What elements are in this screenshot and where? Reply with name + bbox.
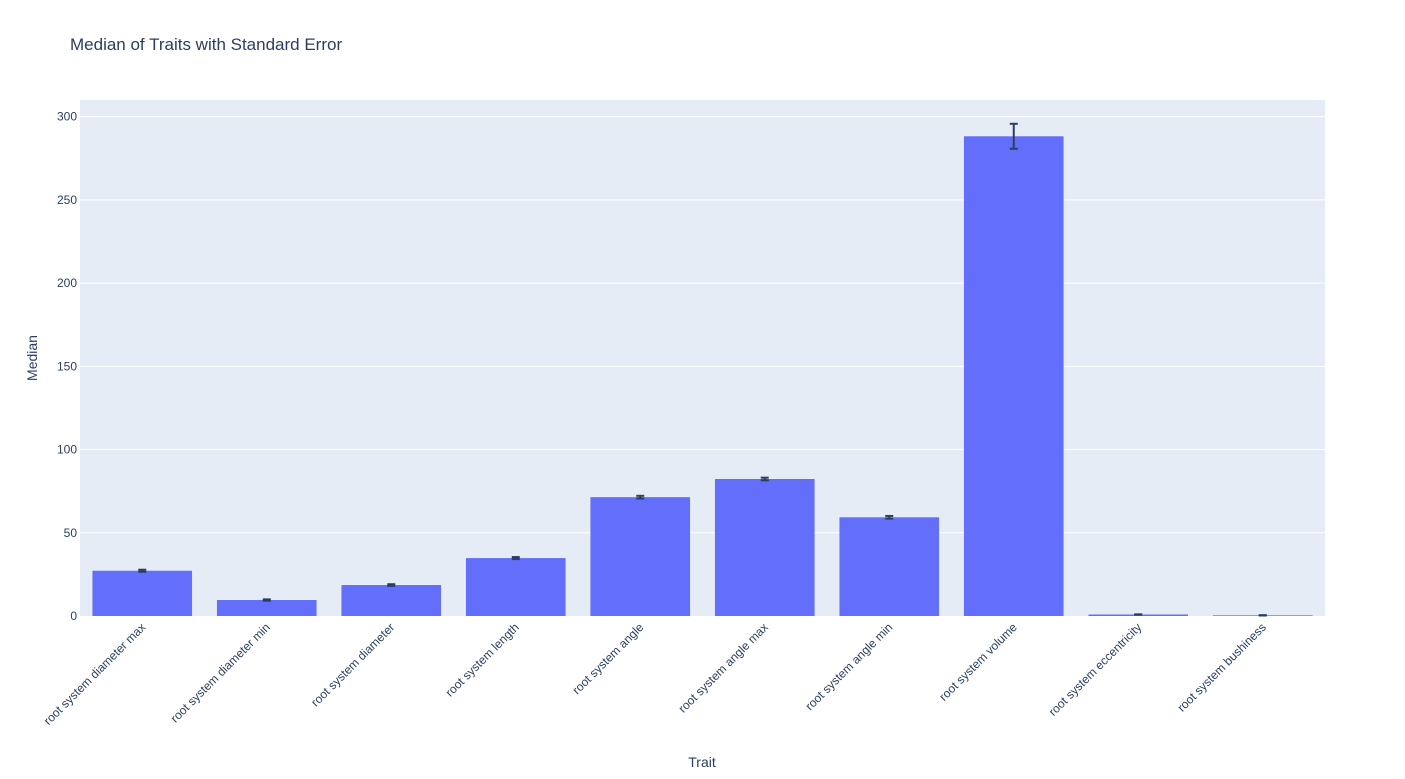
y-tick-label: 0 (70, 609, 77, 623)
bar (590, 497, 691, 616)
x-tick-label: root system angle max (676, 620, 771, 715)
error-bar (138, 568, 147, 573)
error-bar (885, 514, 894, 520)
x-tick-label: root system eccentricity (1046, 620, 1145, 719)
x-tick-label: root system diameter min (168, 620, 273, 725)
bar (714, 479, 815, 616)
error-bar (636, 494, 645, 500)
bars (92, 136, 1313, 617)
error-bar (760, 476, 769, 482)
bar (963, 136, 1064, 617)
y-axis-ticks: 0 50 100 150 200 250 300 (57, 110, 77, 623)
error-bar (1009, 122, 1018, 150)
x-axis-title: Trait (688, 754, 716, 770)
bar (92, 570, 193, 616)
bar (465, 558, 566, 616)
error-bar (262, 598, 271, 602)
x-axis-ticks: root system diameter max root system diam… (41, 620, 1269, 728)
y-tick-label: 50 (64, 526, 78, 540)
y-axis-title: Median (24, 335, 40, 381)
bar (216, 600, 317, 616)
y-tick-label: 250 (57, 193, 77, 207)
chart-title: Median of Traits with Standard Error (70, 35, 342, 54)
y-tick-label: 300 (57, 110, 77, 124)
x-tick-label: root system bushiness (1175, 620, 1269, 714)
x-tick-label: root system diameter (308, 620, 397, 709)
x-tick-label: root system diameter max (41, 620, 149, 728)
x-tick-label: root system length (443, 620, 522, 699)
error-bar (387, 583, 396, 587)
x-tick-label: root system volume (936, 620, 1020, 704)
y-tick-label: 100 (57, 443, 77, 457)
y-tick-label: 200 (57, 276, 77, 290)
bar (341, 585, 442, 616)
bar (839, 517, 940, 616)
plot-area (80, 100, 1325, 616)
x-tick-label: root system angle (569, 620, 646, 697)
gridlines (80, 116, 1325, 534)
error-bar (511, 556, 520, 561)
error-bars (138, 122, 1267, 617)
x-tick-label: root system angle min (802, 620, 895, 713)
y-tick-label: 150 (57, 359, 77, 373)
